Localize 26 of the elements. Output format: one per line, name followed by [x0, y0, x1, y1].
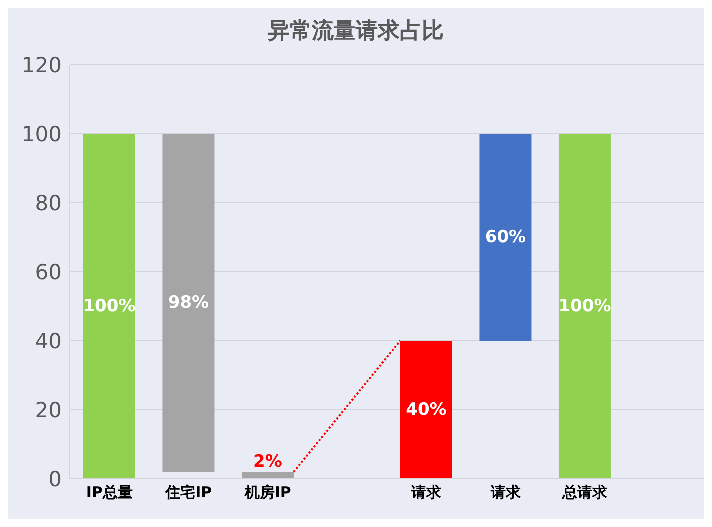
data-label: 40%	[406, 400, 447, 420]
y-tick-label: 60	[35, 260, 62, 284]
bar	[558, 134, 611, 479]
bar	[83, 134, 136, 479]
y-tick-label: 40	[35, 329, 62, 354]
bar	[242, 472, 294, 479]
x-tick-label: 请求	[410, 484, 443, 502]
data-label: 2%	[254, 452, 282, 472]
y-tick-label: 100	[22, 122, 62, 146]
data-label: 100%	[558, 296, 612, 316]
y-tick-label: 120	[22, 53, 62, 78]
data-label: 60%	[485, 228, 526, 248]
x-tick-label: 请求	[490, 484, 522, 502]
y-tick-label: 20	[35, 398, 62, 422]
x-tick-label: 总请求	[562, 484, 609, 502]
bar	[400, 341, 452, 479]
bar	[162, 134, 215, 472]
data-label: 98%	[168, 293, 210, 314]
x-tick-label: 住宅IP	[164, 484, 212, 502]
x-tick-label: IP总量	[86, 484, 133, 502]
bar	[480, 134, 532, 341]
y-tick-label: 0	[48, 467, 62, 492]
chart-title: 异常流量请求占比	[267, 18, 445, 46]
x-tick-label: 机房IP	[244, 484, 292, 502]
data-label: 100%	[83, 296, 136, 316]
y-tick-label: 80	[35, 191, 62, 216]
